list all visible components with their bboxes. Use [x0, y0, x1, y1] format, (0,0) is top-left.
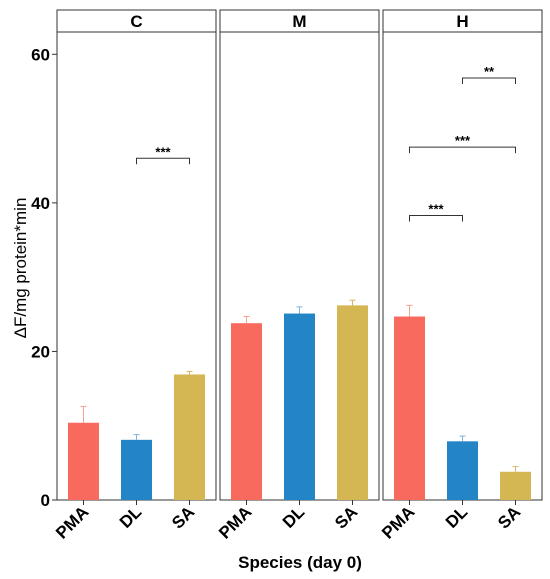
significance-bracket — [409, 146, 516, 154]
panel-label: M — [292, 12, 306, 31]
bar-C-DL — [121, 439, 152, 500]
y-tick-label: 40 — [31, 194, 50, 213]
significance-bracket — [136, 157, 190, 165]
x-tick-label: PMA — [215, 502, 255, 542]
significance-label: *** — [455, 133, 471, 148]
y-tick-label: 0 — [41, 491, 50, 510]
x-tick-label: PMA — [52, 502, 92, 542]
significance-label: *** — [428, 201, 444, 216]
bar-H-SA — [500, 471, 531, 500]
x-axis-title: Species (day 0) — [238, 553, 362, 572]
x-tick-label: SA — [168, 502, 198, 532]
bar-M-PMA — [231, 323, 262, 500]
x-tick-label: DL — [116, 502, 145, 531]
bar-H-DL — [447, 441, 478, 500]
x-tick-label: DL — [442, 502, 471, 531]
bar-C-SA — [174, 374, 205, 500]
bar-C-PMA — [68, 422, 99, 500]
y-tick-label: 60 — [31, 45, 50, 64]
y-tick-label: 20 — [31, 342, 50, 361]
significance-bracket — [409, 214, 463, 222]
x-tick-label: DL — [279, 502, 308, 531]
significance-bracket — [462, 77, 516, 85]
bar-H-PMA — [394, 316, 425, 500]
significance-label: ** — [484, 64, 495, 79]
bar-M-DL — [284, 313, 315, 500]
significance-label: *** — [155, 144, 171, 159]
panel-label: C — [130, 12, 142, 31]
x-tick-label: SA — [494, 502, 524, 532]
y-axis-title: ΔF/mg protein*min — [11, 198, 30, 339]
x-tick-label: SA — [331, 502, 361, 532]
bar-M-SA — [337, 305, 368, 500]
panel-label: H — [456, 12, 468, 31]
x-tick-label: PMA — [378, 502, 418, 542]
